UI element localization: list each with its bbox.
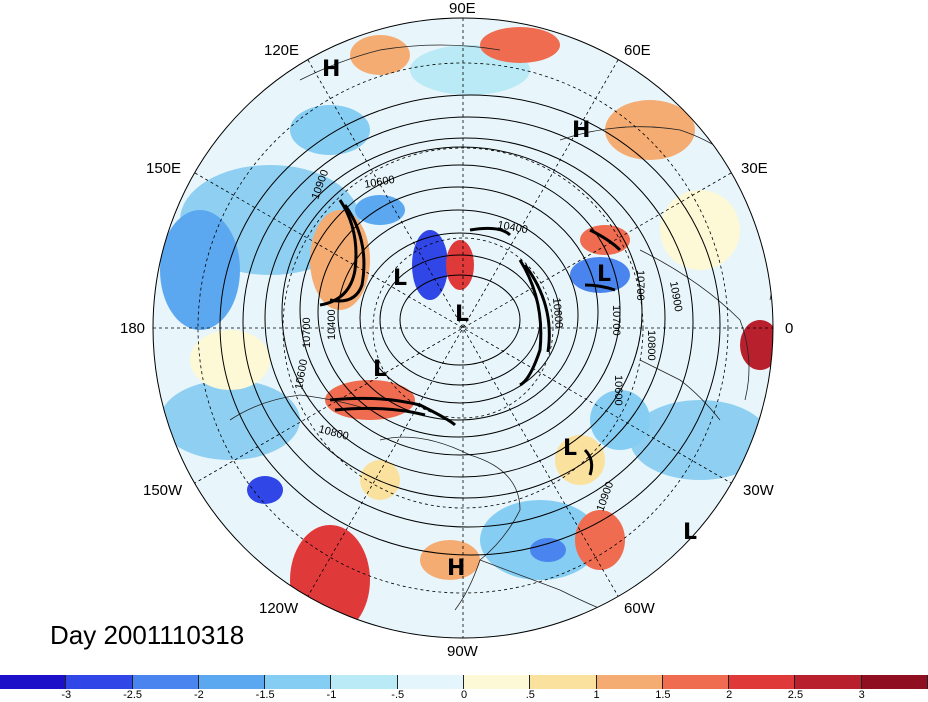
colorbar-tick-label: .5	[525, 689, 535, 701]
colorbar-tick-label: -3	[61, 689, 72, 701]
contour-labels: 10900 10600 10400 10700 10900 10800 1070…	[293, 168, 684, 513]
contour-label: 10600	[612, 375, 624, 406]
contour-label: 10900	[667, 280, 684, 312]
colorbar-cell	[132, 675, 199, 689]
jet-contours	[319, 199, 622, 476]
contour-label: 10600	[293, 358, 310, 390]
low-center: L	[563, 436, 578, 461]
contour-label: 10800	[645, 330, 657, 361]
lon-label-120w: 120W	[259, 600, 299, 617]
colorbar-cell	[397, 675, 464, 689]
colorbar-cell	[265, 675, 332, 689]
graticule	[153, 18, 773, 638]
low-center: L	[597, 262, 612, 287]
low-center: L	[683, 520, 698, 545]
lon-label-150w: 150W	[143, 482, 183, 499]
colorbar-cell	[0, 675, 67, 689]
lon-label-90w: 90W	[447, 643, 478, 660]
colorbar-cell	[795, 675, 862, 689]
colorbar-tick-label: 2	[726, 689, 733, 701]
colorbar-cell	[463, 675, 531, 689]
low-center: L	[455, 302, 470, 327]
contour-label: 10700	[610, 305, 622, 336]
colorbar-tick-label: 3	[858, 689, 865, 701]
contour-label: 10400	[496, 219, 528, 236]
lon-label-120e: 120E	[264, 42, 300, 59]
colorbar-cell	[331, 675, 398, 689]
colorbar-cell	[861, 675, 928, 689]
colorbar-tick-label: 0	[460, 689, 468, 701]
colorbar-cell	[729, 675, 796, 689]
lon-label-180: 180	[120, 320, 146, 337]
colorbar-cell	[662, 675, 730, 689]
high-center: H	[447, 556, 466, 581]
colorbar-tick-label: 2.5	[787, 689, 804, 701]
lon-label-30e: 30E	[741, 160, 768, 177]
contour-label: 10600	[363, 174, 395, 191]
date-title: Day 2001110318	[50, 620, 245, 650]
colorbar-tick-label: -.5	[391, 689, 405, 701]
contour-label: 10600	[550, 297, 565, 329]
lon-label-60w: 60W	[624, 600, 655, 617]
map-border	[152, 17, 774, 639]
colorbar-cell	[530, 675, 597, 689]
high-center: H	[322, 57, 341, 82]
colorbar	[0, 675, 928, 689]
lon-label-0: 0	[785, 320, 794, 337]
colorbar-tick-label: -2.5	[123, 689, 143, 701]
colorbar-cell	[198, 675, 266, 689]
colorbar-tick-label: 1.5	[655, 689, 671, 701]
lon-label-60e: 60E	[624, 42, 651, 59]
colorbar-tick-label: -1.5	[255, 689, 275, 701]
contour-label: 10400	[326, 309, 338, 340]
low-center: L	[373, 357, 388, 382]
contour-label: 10700	[301, 317, 313, 348]
lon-label-90e: 90E	[449, 0, 476, 17]
lon-label-150e: 150E	[146, 160, 182, 177]
colorbar-tick-label: -1	[326, 689, 337, 701]
colorbar-cell	[66, 675, 133, 689]
anomaly-field	[153, 18, 773, 638]
colorbar-tick-label: -2	[193, 689, 204, 701]
low-center: L	[393, 266, 408, 291]
high-center: H	[572, 118, 591, 143]
colorbar-cell	[596, 675, 663, 689]
contour-label: 10700	[634, 270, 646, 301]
lon-label-30w: 30W	[743, 482, 774, 499]
colorbar-tick-label: 1	[593, 689, 600, 701]
